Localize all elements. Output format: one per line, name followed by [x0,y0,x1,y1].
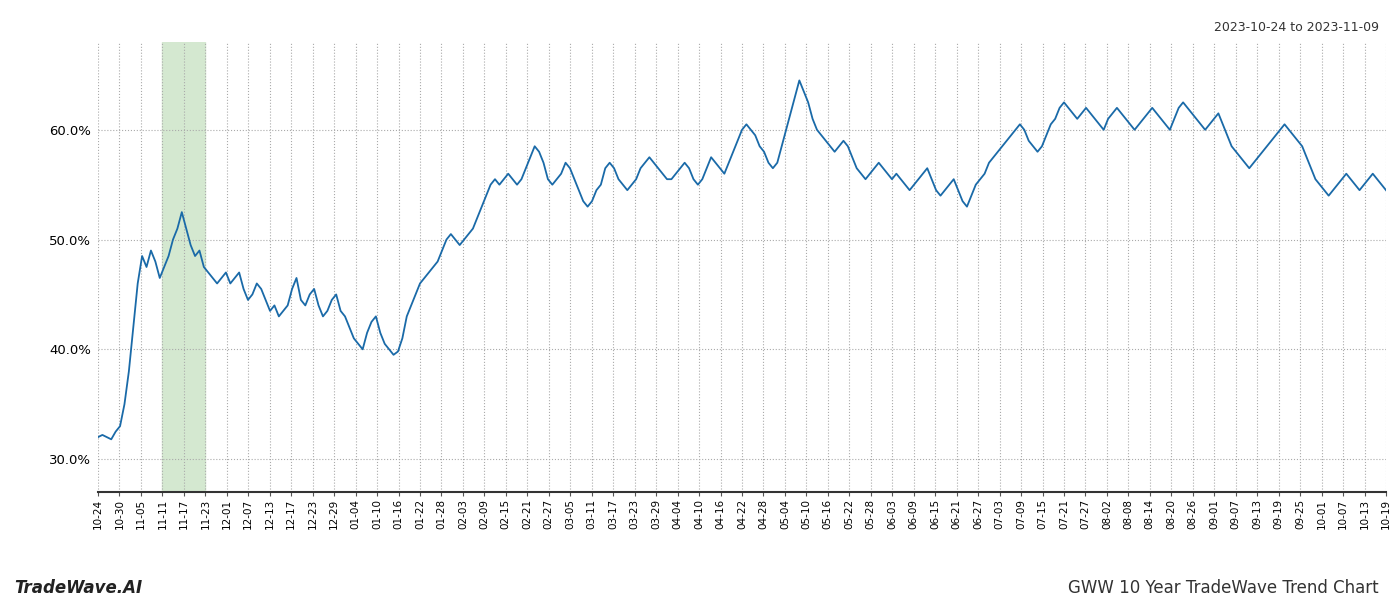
Text: TradeWave.AI: TradeWave.AI [14,579,143,597]
Bar [162,42,206,492]
Text: GWW 10 Year TradeWave Trend Chart: GWW 10 Year TradeWave Trend Chart [1068,579,1379,597]
Text: 2023-10-24 to 2023-11-09: 2023-10-24 to 2023-11-09 [1214,21,1379,34]
